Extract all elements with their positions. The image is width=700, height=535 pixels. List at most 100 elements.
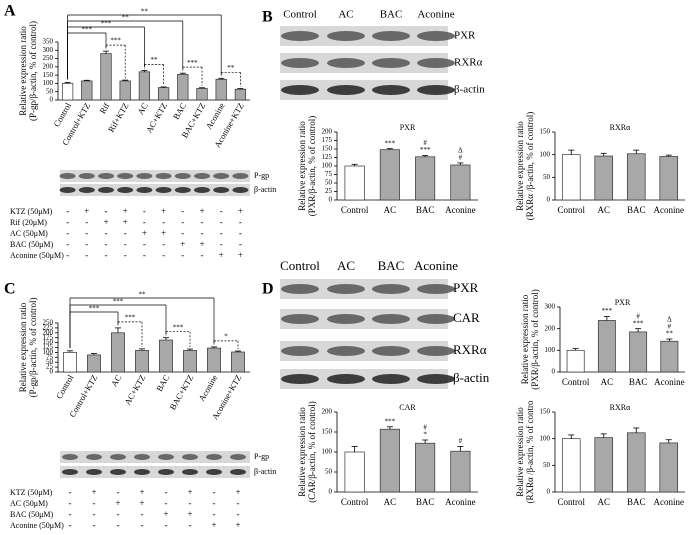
significance-label: *** (385, 417, 396, 425)
treatment-mark: - (143, 206, 146, 216)
blot-band (327, 58, 365, 68)
treatment-mark: - (124, 228, 127, 238)
blot-band (134, 454, 150, 460)
y-axis-label: Relative expression ratio (515, 407, 525, 497)
blot-band (372, 284, 410, 294)
y-tick-label: 100 (545, 346, 556, 354)
bar (196, 88, 208, 101)
y-tick-label: 100 (540, 150, 551, 158)
y-axis-label: Relative expression ratio (520, 294, 530, 384)
treatment-mark: - (220, 228, 223, 238)
blot-label: RXRα (453, 342, 487, 357)
treatment-label: BAC (50μM) (10, 510, 54, 519)
bar (81, 80, 93, 101)
blot-band (327, 374, 365, 384)
blot-band (62, 469, 78, 475)
y-axis-label: Relative expression ratio (515, 121, 525, 211)
significance-label: # (459, 437, 463, 445)
treatment-mark: + (199, 206, 204, 216)
x-tick-label: AC (384, 497, 397, 507)
lane-label: BAC (380, 9, 403, 21)
bar (207, 347, 221, 373)
bar (415, 442, 436, 493)
treatment-mark: - (105, 228, 108, 238)
blot-band (281, 31, 319, 41)
blot-label: P-gp (254, 171, 269, 180)
blot-band (232, 187, 249, 193)
y-tick-label: 200 (43, 328, 54, 336)
treatment-mark: - (201, 217, 204, 227)
treatment-label: BAC (50μM) (10, 240, 54, 249)
significance-label: *** (113, 298, 124, 306)
blot-band (194, 187, 210, 193)
blot-band (281, 314, 319, 324)
y-tick-label: 150 (43, 71, 54, 79)
lane-label: Control (280, 258, 320, 273)
bar (659, 442, 679, 493)
chart-title: RXRα (610, 123, 631, 132)
y-tick-label: 75 (325, 170, 333, 178)
x-tick-label: Control (557, 497, 585, 507)
significance-label: * (423, 431, 427, 439)
significance-label: # (423, 424, 427, 432)
treatment-mark: - (220, 217, 223, 227)
x-tick-label: Control (341, 205, 369, 215)
blot-band (327, 314, 365, 324)
bar (597, 320, 616, 373)
y-tick-label: 125 (43, 343, 54, 351)
significance-label: *** (125, 314, 136, 322)
treatment-mark: + (180, 239, 185, 249)
bar (450, 164, 471, 201)
bar (450, 450, 471, 493)
chart-title: RXRα (610, 403, 631, 412)
y-tick-label: 350 (43, 38, 54, 46)
y-tick-label: 150 (322, 428, 333, 436)
lane-label: AC (338, 9, 353, 21)
treatment-mark: - (124, 250, 127, 260)
x-tick-label: AC (597, 205, 610, 215)
treatment-label: Rif (20μM) (10, 218, 47, 227)
significance-label: ** (666, 330, 674, 338)
treatment-mark: + (187, 487, 192, 497)
treatment-mark: - (105, 239, 108, 249)
treatment-mark: - (220, 239, 223, 249)
treatment-mark: - (189, 498, 192, 508)
treatment-mark: - (165, 520, 168, 530)
treatment-mark: - (85, 217, 88, 227)
bar (659, 156, 679, 201)
y-tick-label: 200 (545, 324, 556, 332)
treatment-mark: - (213, 509, 216, 519)
significance-label: *** (110, 37, 121, 45)
y-tick-label: 50 (325, 179, 333, 187)
treatment-label: KTZ (50μM) (10, 488, 53, 497)
treatment-mark: - (143, 239, 146, 249)
treatment-mark: + (187, 509, 192, 519)
x-tick-label: BAC (627, 497, 646, 507)
treatment-mark: - (124, 239, 127, 249)
blot-band (417, 284, 455, 294)
blot-label: PXR (454, 30, 476, 42)
treatment-mark: - (181, 206, 184, 216)
blot-band (110, 454, 126, 460)
x-tick-label: Aconine (445, 497, 476, 507)
bar (561, 154, 581, 201)
y-tick-label: 175 (322, 136, 333, 144)
significance-label: ** (122, 14, 130, 22)
treatment-mark: + (139, 498, 144, 508)
treatment-mark: + (123, 206, 128, 216)
blot-band (281, 284, 319, 294)
blot-band (281, 374, 319, 384)
y-tick-label: 300 (545, 303, 556, 311)
blot-band (206, 469, 222, 475)
significance-label: Δ (458, 147, 463, 155)
blot-band (117, 173, 134, 179)
treatment-mark: - (162, 250, 165, 260)
significance-label: * (224, 333, 228, 341)
treatment-mark: - (141, 520, 144, 530)
blot-band (86, 469, 102, 475)
blot-band (372, 346, 410, 356)
treatment-mark: - (213, 498, 216, 508)
x-tick-label: Aconine (654, 497, 685, 507)
bar (594, 155, 614, 201)
treatment-mark: - (237, 498, 240, 508)
